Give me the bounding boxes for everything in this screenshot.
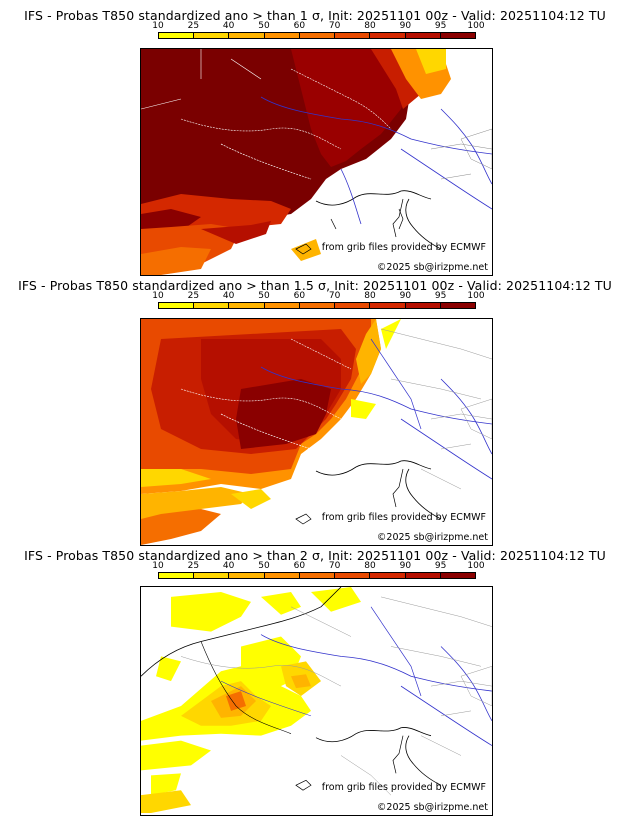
colorbar-swatch xyxy=(405,303,441,308)
colorbar-label: 60 xyxy=(293,291,306,301)
colorbar-swatch xyxy=(194,303,230,308)
colorbar-swatch xyxy=(440,573,475,578)
colorbar-label: 10 xyxy=(152,561,164,571)
probability-map xyxy=(141,319,492,545)
colorbar-labels: 10 25 40 50 60 70 80 90 95 100 xyxy=(147,561,487,572)
colorbar-label: 100 xyxy=(467,21,485,31)
colorbar-label: 50 xyxy=(258,561,270,571)
colorbar-label: 40 xyxy=(222,291,235,301)
colorbar-label: 80 xyxy=(364,21,376,31)
colorbar-label: 40 xyxy=(222,561,235,571)
colorbar-swatch xyxy=(405,33,441,38)
colorbar-swatch xyxy=(264,33,300,38)
colorbar-label: 95 xyxy=(434,291,447,301)
colorbar-swatch xyxy=(229,303,265,308)
colorbar: 10 25 40 50 60 70 80 90 95 100 xyxy=(147,21,487,42)
colorbar-swatch xyxy=(264,573,300,578)
colorbar-label: 70 xyxy=(328,21,341,31)
colorbar-label: 95 xyxy=(434,561,447,571)
colorbar-swatch xyxy=(299,573,336,578)
colorbar-label: 10 xyxy=(152,21,164,31)
colorbar-swatch xyxy=(159,303,195,308)
colorbar-swatch xyxy=(159,573,195,578)
credit-copyright: ©2025 sb@irizpme.net xyxy=(376,532,488,543)
panel-1-5-sigma: IFS - Probas T850 standardized ano > tha… xyxy=(0,278,630,554)
colorbar-label: 60 xyxy=(293,21,306,31)
colorbar-label: 100 xyxy=(467,291,485,301)
colorbar-label: 90 xyxy=(399,21,412,31)
panel-1-sigma: IFS - Probas T850 standardized ano > tha… xyxy=(0,0,630,276)
credit-copyright: ©2025 sb@irizpme.net xyxy=(376,802,488,813)
colorbar-swatch xyxy=(335,573,371,578)
panel-2-sigma: IFS - Probas T850 standardized ano > tha… xyxy=(0,546,630,822)
colorbar-swatch xyxy=(335,33,371,38)
colorbar-label: 25 xyxy=(187,21,200,31)
probability-map xyxy=(141,587,492,813)
map: from grib files provided by ECMWF ©2025 … xyxy=(140,48,493,276)
colorbar-swatch xyxy=(194,33,230,38)
panel-title: IFS - Probas T850 standardized ano > tha… xyxy=(24,8,606,23)
colorbar-label: 50 xyxy=(258,21,270,31)
colorbar-label: 70 xyxy=(328,291,341,301)
colorbar-label: 10 xyxy=(152,291,164,301)
colorbar-swatch xyxy=(299,303,336,308)
colorbar-swatch xyxy=(370,303,406,308)
colorbar-label: 100 xyxy=(467,561,485,571)
credit-source: from grib files provided by ECMWF xyxy=(321,512,486,523)
colorbar-label: 80 xyxy=(364,291,376,301)
colorbar-swatch xyxy=(229,33,265,38)
colorbar-swatch xyxy=(440,303,475,308)
colorbar-swatch xyxy=(370,33,406,38)
colorbar-swatch xyxy=(335,303,371,308)
map: from grib files provided by ECMWF ©2025 … xyxy=(140,586,493,816)
colorbar-swatch xyxy=(440,33,475,38)
colorbar-label: 25 xyxy=(187,561,200,571)
credit-source: from grib files provided by ECMWF xyxy=(321,782,486,793)
colorbar-label: 95 xyxy=(434,21,447,31)
colorbar-swatches xyxy=(158,302,476,309)
panel-title: IFS - Probas T850 standardized ano > tha… xyxy=(24,548,606,563)
colorbar-swatches xyxy=(158,32,476,39)
colorbar-label: 60 xyxy=(293,561,306,571)
colorbar-label: 80 xyxy=(364,561,376,571)
colorbar-swatch xyxy=(159,33,195,38)
colorbar: 10 25 40 50 60 70 80 90 95 100 xyxy=(147,291,487,312)
probability-map xyxy=(141,49,492,275)
credit-source: from grib files provided by ECMWF xyxy=(321,242,486,253)
colorbar-swatch xyxy=(264,303,300,308)
colorbar-label: 50 xyxy=(258,291,270,301)
colorbar-label: 70 xyxy=(328,561,341,571)
colorbar-swatch xyxy=(194,573,230,578)
colorbar-swatch xyxy=(370,573,406,578)
panel-title: IFS - Probas T850 standardized ano > tha… xyxy=(18,278,612,293)
colorbar-swatch xyxy=(229,573,265,578)
colorbar-labels: 10 25 40 50 60 70 80 90 95 100 xyxy=(147,21,487,32)
colorbar-swatch xyxy=(299,33,336,38)
colorbar-swatch xyxy=(405,573,441,578)
map: from grib files provided by ECMWF ©2025 … xyxy=(140,318,493,546)
colorbar-label: 90 xyxy=(399,561,412,571)
colorbar-label: 25 xyxy=(187,291,200,301)
credit-copyright: ©2025 sb@irizpme.net xyxy=(376,262,488,273)
colorbar-label: 90 xyxy=(399,291,412,301)
colorbar-labels: 10 25 40 50 60 70 80 90 95 100 xyxy=(147,291,487,302)
colorbar-label: 40 xyxy=(222,21,235,31)
colorbar: 10 25 40 50 60 70 80 90 95 100 xyxy=(147,561,487,582)
colorbar-swatches xyxy=(158,572,476,579)
